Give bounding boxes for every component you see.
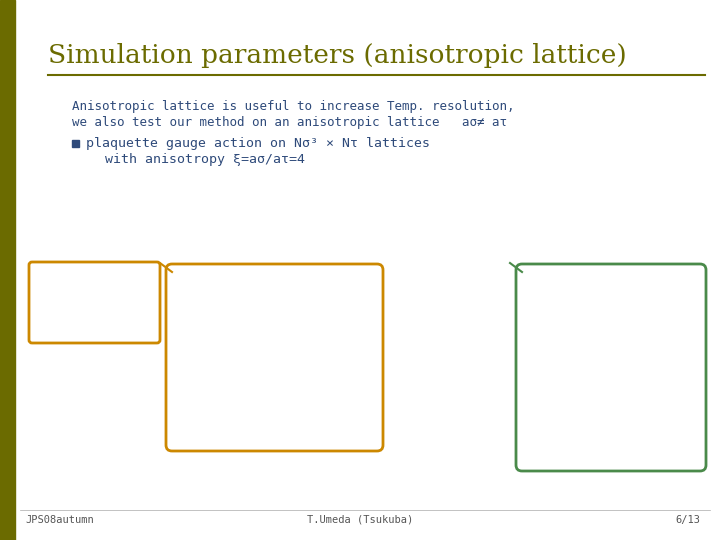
Text: =(3.89fm)³: =(3.89fm)³ bbox=[532, 372, 629, 385]
Text: - static quark: - static quark bbox=[182, 375, 287, 388]
Text: - critical temp.: - critical temp. bbox=[532, 394, 652, 407]
Text: V=(20aσ)³: V=(20aσ)³ bbox=[532, 280, 600, 293]
FancyBboxPatch shape bbox=[516, 264, 706, 471]
Text: V=(40aσ)³: V=(40aσ)³ bbox=[532, 356, 600, 369]
FancyBboxPatch shape bbox=[166, 264, 383, 451]
Bar bbox=[0, 0, 15, 540]
Text: =(2.92fm)³: =(2.92fm)³ bbox=[532, 334, 629, 347]
Text: =(1.95fm)³: =(1.95fm)³ bbox=[532, 296, 629, 309]
Text: plaquette gauge action on Nσ³ × Nτ lattices: plaquette gauge action on Nσ³ × Nτ latti… bbox=[86, 137, 430, 150]
Text: Anisotropic lattice is useful to increase Temp. resolution,: Anisotropic lattice is useful to increas… bbox=[72, 100, 515, 113]
Text: we also test our method on an anisotropic lattice   aσ≠ aτ: we also test our method on an anisotropi… bbox=[72, 116, 507, 129]
Bar bbox=[72, 140, 79, 147]
FancyBboxPatch shape bbox=[29, 262, 160, 343]
Text: - EOS calculation: - EOS calculation bbox=[182, 358, 310, 371]
Text: free energy: free energy bbox=[182, 391, 294, 404]
Text: Simulation parameters (anisotropic lattice): Simulation parameters (anisotropic latti… bbox=[48, 43, 626, 68]
Text: V=(20aσ)³: V=(20aσ)³ bbox=[182, 297, 250, 310]
Text: β=6.1, ξ=4: β=6.1, ξ=4 bbox=[182, 280, 257, 293]
Text: =(1.95fm)³: =(1.95fm)³ bbox=[182, 313, 279, 326]
Text: V=(30aσ)³: V=(30aσ)³ bbox=[532, 318, 600, 331]
Text: JPS08autumn: JPS08autumn bbox=[25, 515, 94, 525]
Text: a=0.097fm: a=0.097fm bbox=[182, 329, 250, 342]
Text: T.Umeda (Tsukuba): T.Umeda (Tsukuba) bbox=[307, 515, 413, 525]
Text: 6/13: 6/13 bbox=[675, 515, 700, 525]
Text: with anisotropy ξ=aσ/aτ=4: with anisotropy ξ=aσ/aτ=4 bbox=[105, 153, 305, 166]
